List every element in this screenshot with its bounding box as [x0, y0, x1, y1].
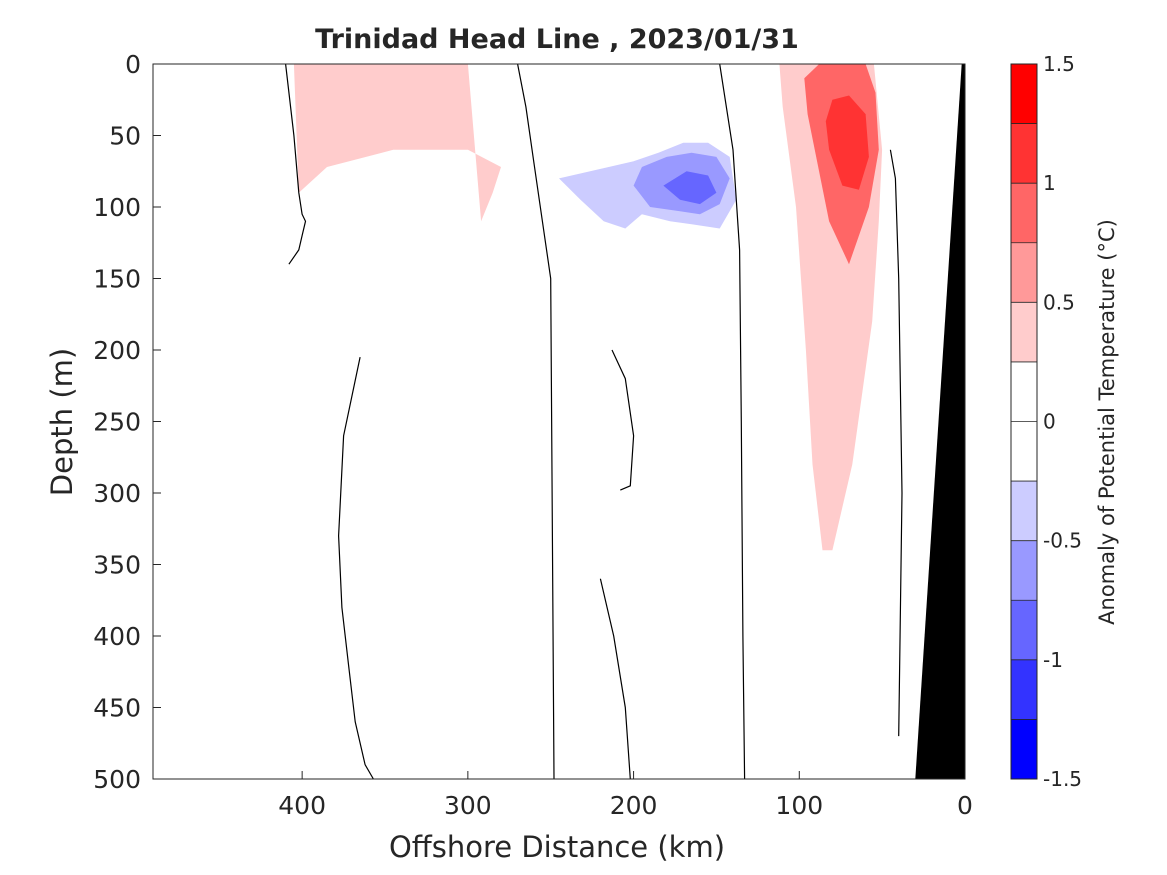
- colorbar-label: Anomaly of Potential Temperature (°C): [1095, 219, 1119, 625]
- colorbar-swatch: [1011, 183, 1037, 244]
- chart-title: Trinidad Head Line , 2023/01/31: [315, 24, 799, 55]
- x-tick-label: 0: [957, 791, 973, 820]
- y-tick-label: 150: [93, 265, 141, 294]
- y-tick-label: 350: [93, 551, 141, 580]
- y-axis: 0 50 100 150 200 250 300 350 400 450 500: [93, 50, 161, 794]
- zero-contour-0: [285, 64, 307, 265]
- colorbar-tick-label: -1.5: [1043, 767, 1082, 791]
- y-tick-label: 50: [109, 122, 141, 151]
- colorbar-swatch: [1011, 302, 1037, 363]
- colorbar-swatch: [1011, 421, 1037, 482]
- colorbar-tick-label: -0.5: [1043, 529, 1082, 553]
- colorbar-swatch: [1011, 600, 1037, 661]
- zero-contour-lines: [285, 64, 903, 779]
- colorbar-tick-label: 1.5: [1043, 52, 1075, 76]
- colorbar: 1.5 1 0.5 0 -0.5 -1 -1.5: [1010, 52, 1082, 791]
- zero-contour-2: [719, 64, 746, 779]
- zero-contour-4: [599, 578, 631, 779]
- colorbar-swatch: [1011, 242, 1037, 303]
- zero-contour-1: [337, 356, 374, 779]
- colorbar-tick-label: -1: [1043, 648, 1063, 672]
- zero-contour-6: [889, 149, 903, 737]
- x-axis: 400 300 200 100 0: [278, 771, 973, 820]
- colorbar-swatch: [1011, 64, 1037, 125]
- y-tick-label: 0: [125, 50, 141, 79]
- x-tick-label: 400: [278, 791, 326, 820]
- zero-contour-3: [517, 64, 555, 779]
- contour-region-neg-6: [542, 149, 717, 608]
- y-axis-label: Depth (m): [45, 348, 79, 496]
- x-axis-label: Offshore Distance (km): [389, 830, 725, 864]
- colorbar-tick-label: 0: [1043, 410, 1056, 434]
- colorbar-tick-label: 0.5: [1043, 290, 1075, 314]
- zero-contour-5: [611, 349, 635, 491]
- y-tick-label: 250: [93, 408, 141, 437]
- colorbar-swatch: [1011, 361, 1037, 422]
- colorbar-swatch: [1011, 719, 1037, 780]
- colorbar-swatch: [1011, 123, 1037, 184]
- contour-region-pos-5: [825, 95, 869, 190]
- colorbar-frame: [1010, 63, 1038, 780]
- colorbar-swatch: [1011, 481, 1037, 542]
- contour-region-pos-0: [285, 64, 559, 779]
- y-tick-label: 500: [93, 765, 141, 794]
- y-tick-label: 100: [93, 193, 141, 222]
- colorbar-tick-label: 1: [1043, 171, 1056, 195]
- bathymetry-shape: [915, 64, 965, 779]
- colorbar-swatch: [1011, 540, 1037, 601]
- contour-fills: [285, 64, 899, 779]
- y-tick-label: 400: [93, 622, 141, 651]
- y-tick-label: 300: [93, 479, 141, 508]
- colorbar-swatch: [1011, 659, 1037, 720]
- x-tick-label: 200: [610, 791, 658, 820]
- contour-region-pos-1: [293, 64, 501, 222]
- x-tick-label: 300: [444, 791, 492, 820]
- x-tick-label: 100: [775, 791, 823, 820]
- bathymetry-mask: [915, 64, 965, 779]
- y-tick-label: 200: [93, 336, 141, 365]
- y-tick-label: 450: [93, 694, 141, 723]
- contour-region-neg-9: [663, 171, 717, 205]
